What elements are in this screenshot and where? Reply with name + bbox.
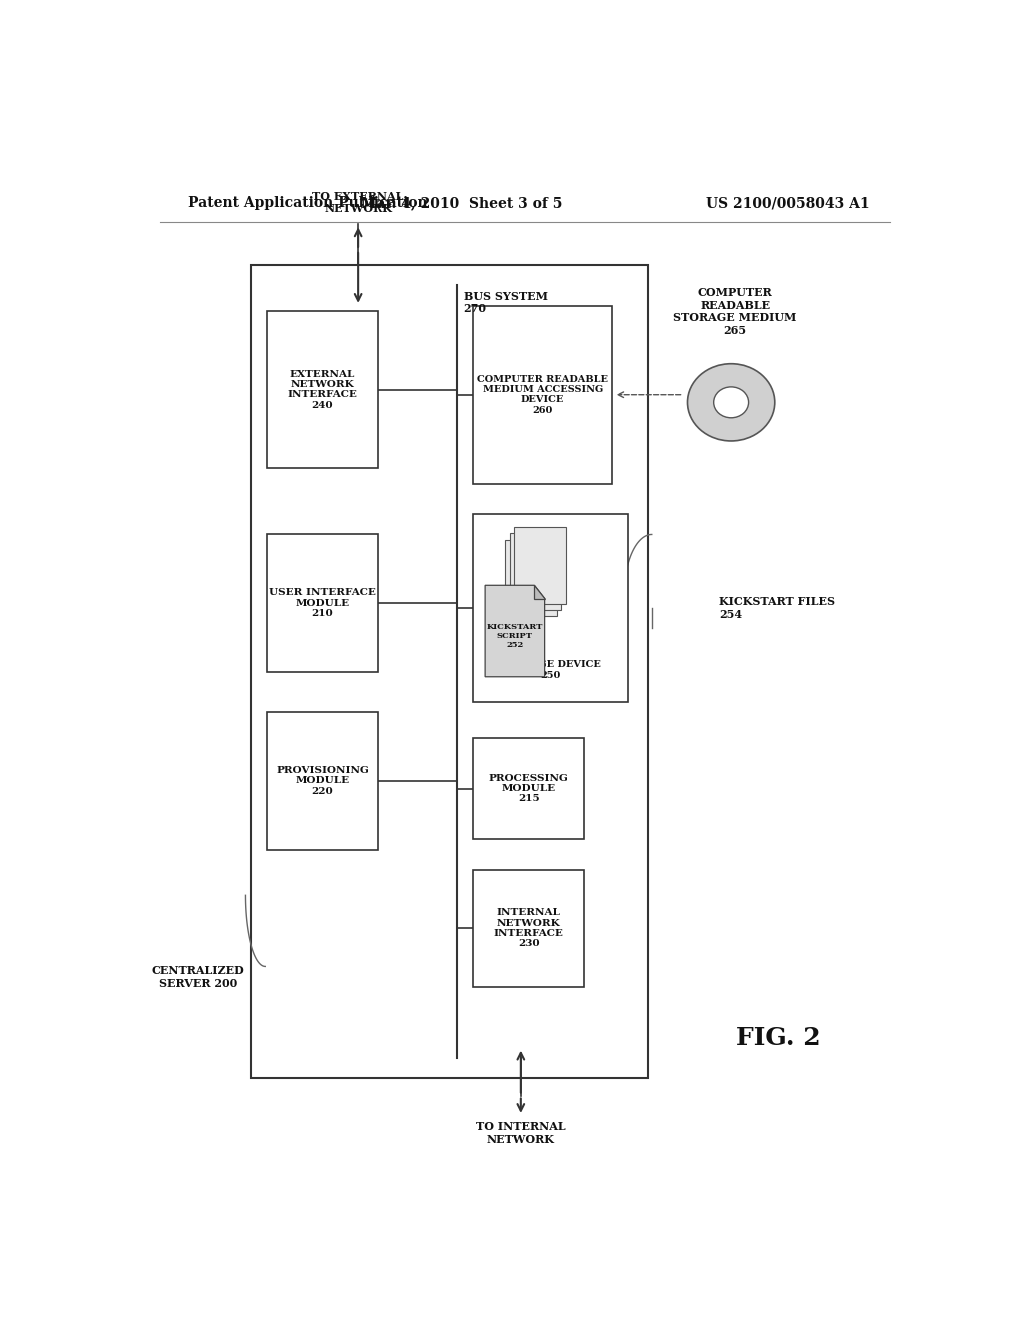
Text: BUS SYSTEM
270: BUS SYSTEM 270 [464, 290, 548, 314]
Bar [267, 713, 378, 850]
Bar [514, 528, 566, 603]
Bar [510, 533, 561, 610]
Text: CENTRALIZED
SERVER 200: CENTRALIZED SERVER 200 [152, 965, 245, 989]
Text: TO EXTERNAL
NETWORK: TO EXTERNAL NETWORK [312, 190, 403, 214]
Bar [505, 540, 557, 615]
Text: TO INTERNAL
NETWORK: TO INTERNAL NETWORK [476, 1121, 565, 1144]
Bar [473, 738, 585, 840]
Bar [267, 312, 378, 469]
Text: INTERNAL
NETWORK
INTERFACE
230: INTERNAL NETWORK INTERFACE 230 [494, 908, 563, 949]
Bar [473, 306, 612, 483]
Ellipse shape [714, 387, 749, 418]
Bar [251, 265, 648, 1078]
Text: Mar. 4, 2010  Sheet 3 of 5: Mar. 4, 2010 Sheet 3 of 5 [360, 197, 562, 210]
Text: PROCESSING
MODULE
215: PROCESSING MODULE 215 [488, 774, 568, 804]
Text: Patent Application Publication: Patent Application Publication [187, 197, 427, 210]
Text: USER INTERFACE
MODULE
210: USER INTERFACE MODULE 210 [269, 589, 376, 618]
Text: US 2100/0058043 A1: US 2100/0058043 A1 [707, 197, 870, 210]
Text: COMPUTER READABLE
MEDIUM ACCESSING
DEVICE
260: COMPUTER READABLE MEDIUM ACCESSING DEVIC… [477, 375, 608, 414]
Text: KICKSTART
SCRIPT
252: KICKSTART SCRIPT 252 [486, 623, 543, 649]
Bar [267, 535, 378, 672]
Text: COMPUTER
READABLE
STORAGE MEDIUM
265: COMPUTER READABLE STORAGE MEDIUM 265 [674, 286, 797, 337]
Polygon shape [485, 585, 545, 677]
Text: KICKSTART FILES
254: KICKSTART FILES 254 [719, 597, 836, 620]
Text: PROVISIONING
MODULE
220: PROVISIONING MODULE 220 [276, 766, 369, 796]
Ellipse shape [687, 364, 775, 441]
Polygon shape [535, 585, 545, 598]
Text: STORAGE DEVICE
250: STORAGE DEVICE 250 [500, 660, 601, 680]
Bar [473, 870, 585, 987]
Text: FIG. 2: FIG. 2 [736, 1026, 821, 1049]
Text: EXTERNAL
NETWORK
INTERFACE
240: EXTERNAL NETWORK INTERFACE 240 [288, 370, 357, 409]
Bar [473, 513, 628, 702]
